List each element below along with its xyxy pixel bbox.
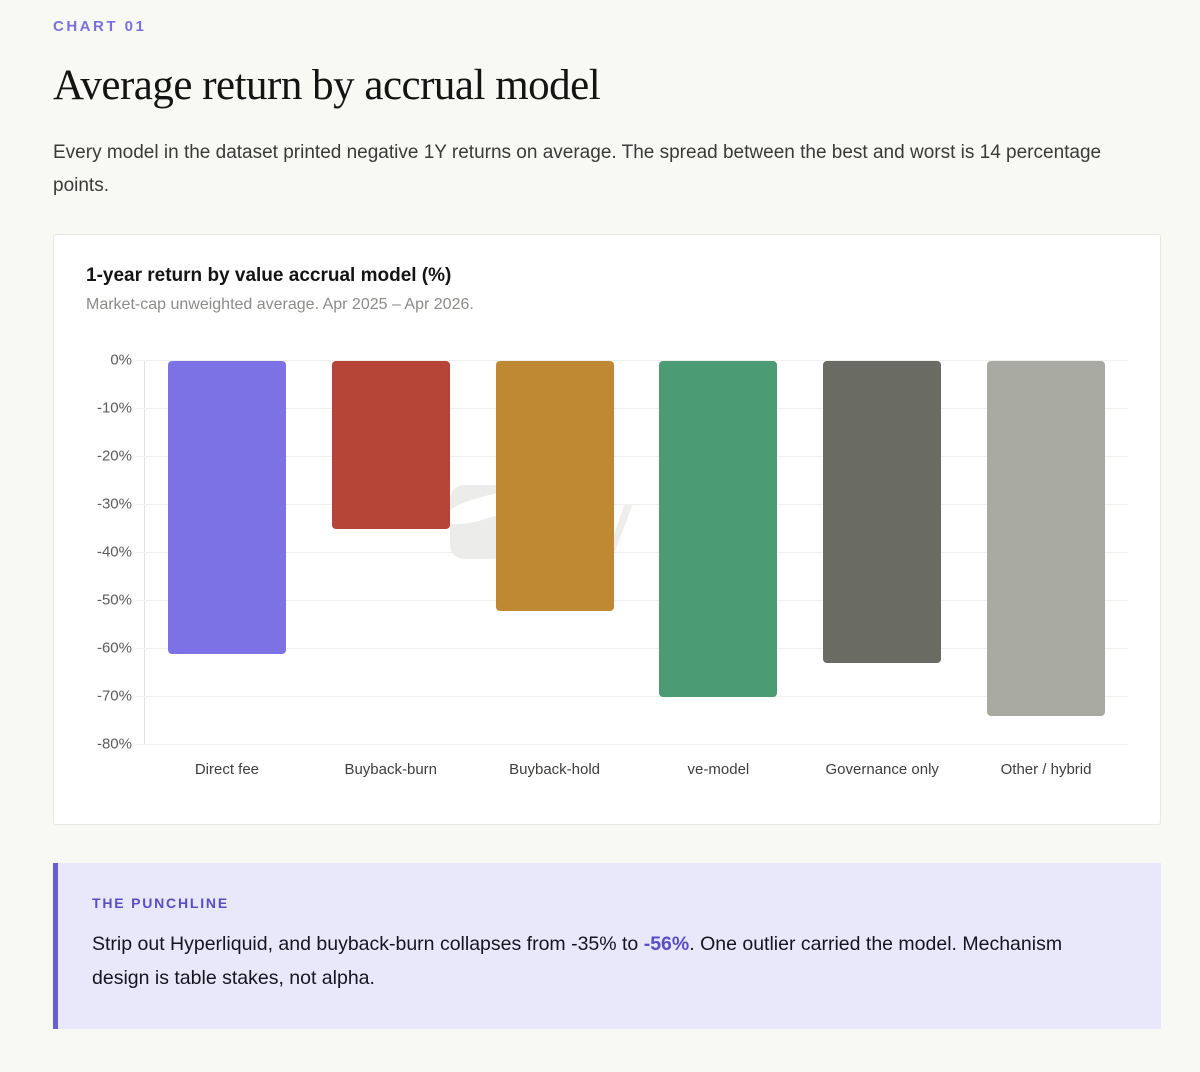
y-tick-label: -70%	[96, 687, 132, 705]
bar-other-hybrid	[987, 361, 1106, 717]
gridline	[133, 743, 1128, 745]
x-axis-label: Buyback-burn	[344, 761, 438, 778]
punchline-text-before: Strip out Hyperliquid, and buyback-burn …	[92, 933, 644, 955]
page-title: Average return by accrual model	[53, 62, 601, 109]
chart-subtitle: Market-cap unweighted average. Apr 2025 …	[86, 296, 474, 313]
bar-slot	[145, 360, 309, 744]
gridline	[133, 359, 1128, 361]
x-axis-labels: Direct fee Buyback-burn Buyback-hold ve-mod…	[145, 761, 1128, 778]
plot-area: ov	[133, 359, 1128, 745]
bar-chart: 0% -10% -20% -30% -40% -50% -60% -70% -80% ov	[86, 352, 1128, 753]
gridline	[133, 407, 1128, 409]
bar-direct-fee	[167, 361, 286, 654]
y-tick-label: -50%	[96, 591, 132, 609]
chart-card: 1-year return by value accrual model (%)…	[53, 234, 1161, 825]
punchline-text-after: . One outlier carried the model. Mechani…	[92, 933, 1063, 989]
gridline	[133, 647, 1128, 649]
x-axis-label: Other / hybrid	[1000, 761, 1092, 778]
bar-slot	[800, 360, 964, 744]
bar-ve-model	[659, 361, 778, 697]
y-tick-label: 0%	[110, 351, 132, 369]
x-axis-label: Direct fee	[194, 761, 260, 778]
punchline-callout: THE PUNCHLINE Strip out Hyperliquid, and…	[53, 863, 1161, 1029]
punchline-text: Strip out Hyperliquid, and buyback-burn …	[92, 927, 1112, 995]
bar-slot	[473, 360, 637, 744]
punchline-label: THE PUNCHLINE	[92, 895, 229, 911]
y-tick-label: -60%	[96, 639, 132, 657]
bar-slot	[636, 360, 800, 744]
page-description: Every model in the dataset printed negat…	[53, 142, 1102, 196]
bar-slot	[309, 360, 473, 744]
x-axis-label: Buyback-hold	[509, 761, 601, 778]
gridline	[133, 599, 1128, 601]
y-tick-label: -20%	[96, 447, 132, 465]
x-axis-label: Governance only	[825, 761, 939, 778]
chart-eyebrow: CHART 01	[53, 18, 147, 35]
bar-governance-only	[823, 361, 942, 664]
chart-title: 1-year return by value accrual model (%)	[86, 265, 452, 286]
y-tick-label: -30%	[96, 495, 132, 513]
gridline	[133, 455, 1128, 457]
y-tick-label: -80%	[96, 735, 132, 753]
bar-buyback-hold	[495, 361, 614, 611]
gridline	[133, 551, 1128, 553]
y-axis-labels: 0% -10% -20% -30% -40% -50% -60% -70% -80%	[86, 352, 144, 753]
gridline	[133, 695, 1128, 697]
bar-buyback-burn	[331, 361, 450, 529]
gridline	[133, 503, 1128, 505]
punchline-highlight: -56%	[643, 933, 690, 955]
page-content: CHART 01 Average return by accrual model…	[53, 18, 1161, 1029]
y-tick-label: -40%	[96, 543, 132, 561]
x-axis-label: ve-model	[687, 761, 750, 778]
y-tick-label: -10%	[96, 399, 132, 417]
bars-container	[145, 360, 1128, 744]
bar-slot	[964, 360, 1128, 744]
